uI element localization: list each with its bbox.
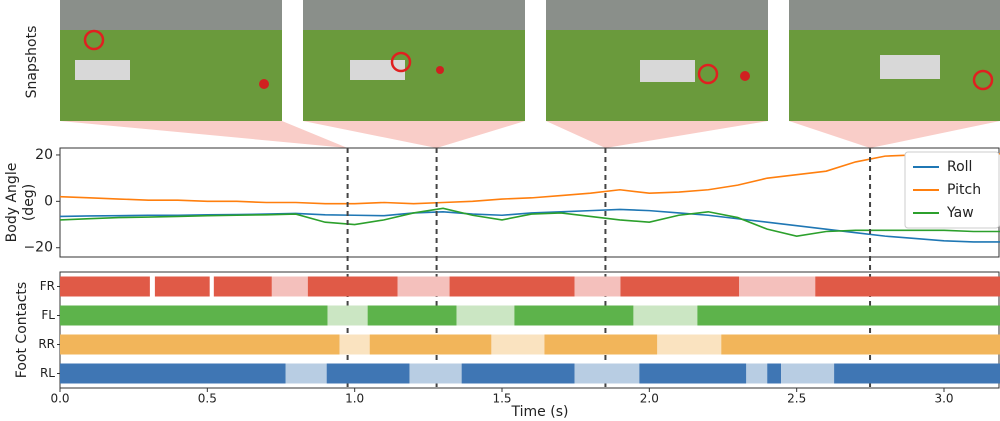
contact-segment xyxy=(639,364,746,384)
plot-frame xyxy=(60,148,999,257)
row-label: RR xyxy=(38,337,55,351)
photo xyxy=(546,0,768,121)
contact-segment xyxy=(697,306,1000,326)
y-axis-label-line: Body Angle xyxy=(4,163,20,243)
contact-segment xyxy=(574,364,639,384)
contact-segment xyxy=(60,364,286,384)
y-axis-label-line: (deg) xyxy=(21,184,37,221)
row-label: FR xyxy=(40,279,55,293)
x-tick-label: 2.5 xyxy=(787,392,806,406)
snapshot-fan xyxy=(789,121,1000,148)
contact-segment xyxy=(340,335,370,355)
contact-segment xyxy=(514,306,633,326)
contact-segment xyxy=(739,277,815,297)
contact-segment xyxy=(60,277,150,297)
figure: Snapshots −20020Body Angle(deg)RollPitch… xyxy=(0,0,1000,421)
legend-label: Yaw xyxy=(946,205,974,221)
legend-label: Roll xyxy=(947,159,972,175)
contact-segment xyxy=(60,306,328,326)
x-tick-label: 3.0 xyxy=(934,392,953,406)
x-axis-label: Time (s) xyxy=(511,404,569,420)
contact-segment xyxy=(767,364,781,384)
contact-segment xyxy=(544,335,657,355)
contact-segment xyxy=(457,306,515,326)
contact-segment xyxy=(286,364,327,384)
contact-segment xyxy=(491,335,544,355)
contact-segment xyxy=(409,364,461,384)
series-line xyxy=(60,154,1000,204)
x-tick-label: 1.0 xyxy=(345,392,364,406)
contact-segment xyxy=(368,306,457,326)
legend-label: Pitch xyxy=(947,182,981,198)
y-axis-label: Foot Contacts xyxy=(14,282,30,378)
contact-segment xyxy=(450,277,575,297)
contact-segment xyxy=(370,335,492,355)
y-axis-label: Body Angle(deg) xyxy=(4,163,37,243)
contact-segment xyxy=(398,277,450,297)
contact-segment xyxy=(620,277,739,297)
row-label: RL xyxy=(40,366,55,380)
y-tick-label: −20 xyxy=(23,240,53,256)
snapshot-fan xyxy=(60,121,348,148)
row-label: FL xyxy=(41,308,55,322)
x-tick-label: 0.0 xyxy=(50,392,69,406)
photo xyxy=(789,0,1000,121)
snapshot-fan xyxy=(546,121,768,148)
contact-segment xyxy=(214,277,272,297)
contact-segment xyxy=(327,364,410,384)
contact-segment xyxy=(272,277,308,297)
contact-segment xyxy=(155,277,210,297)
contact-segment xyxy=(462,364,575,384)
y-tick-label: 0 xyxy=(44,193,53,209)
x-tick-label: 1.5 xyxy=(492,392,511,406)
contact-segment xyxy=(308,277,398,297)
contact-segment xyxy=(657,335,721,355)
contact-segment xyxy=(746,364,767,384)
photo xyxy=(303,0,525,121)
contact-segment xyxy=(633,306,697,326)
contact-segment xyxy=(834,364,1000,384)
contact-segment xyxy=(815,277,1000,297)
contact-segment xyxy=(328,306,368,326)
row-label: Snapshots xyxy=(24,26,40,99)
photo xyxy=(60,0,282,121)
contact-segment xyxy=(781,364,834,384)
snapshot-photos xyxy=(60,0,1000,148)
contact-segment xyxy=(60,335,340,355)
contact-segment xyxy=(721,335,1000,355)
contact-segment xyxy=(574,277,620,297)
x-tick-label: 0.5 xyxy=(198,392,217,406)
y-tick-label: 20 xyxy=(35,147,53,163)
x-tick-label: 2.0 xyxy=(640,392,659,406)
